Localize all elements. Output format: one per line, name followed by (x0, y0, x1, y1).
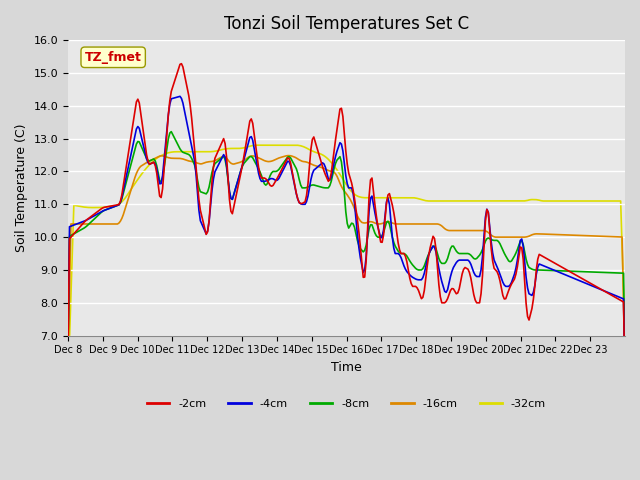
Text: TZ_fmet: TZ_fmet (84, 51, 141, 64)
Title: Tonzi Soil Temperatures Set C: Tonzi Soil Temperatures Set C (224, 15, 469, 33)
X-axis label: Time: Time (331, 361, 362, 374)
Y-axis label: Soil Temperature (C): Soil Temperature (C) (15, 124, 28, 252)
Legend: -2cm, -4cm, -8cm, -16cm, -32cm: -2cm, -4cm, -8cm, -16cm, -32cm (143, 395, 550, 413)
